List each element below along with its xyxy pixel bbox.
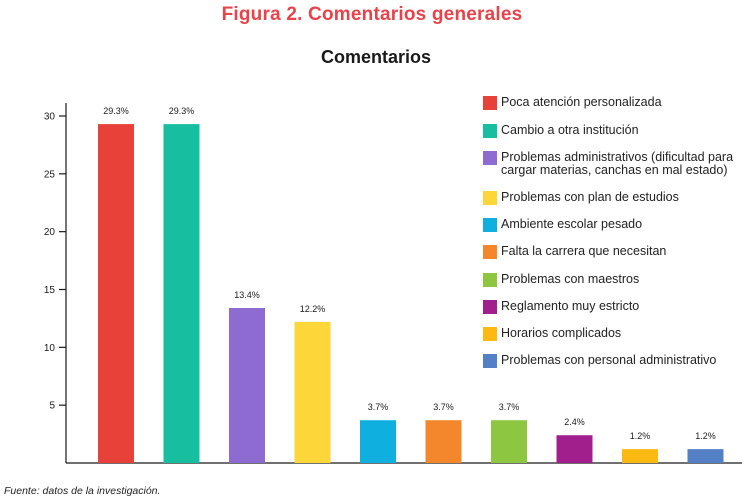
legend-swatch (483, 124, 497, 138)
bar-6 (425, 420, 462, 463)
legend-item: Ambiente escolar pesado (483, 218, 741, 232)
legend-item: Problemas con personal administrativo (483, 354, 741, 368)
data-labels: 29.3% 29.3% 13.4% 12.2% 3.7% 3.7% 3.7% 2.4% 1.2%… (103, 106, 716, 441)
data-label-8: 2.4% (564, 417, 585, 427)
data-label-7: 3.7% (499, 402, 520, 412)
source-note: Fuente: datos de la investigación. (4, 485, 161, 497)
legend-swatch (483, 218, 497, 232)
bar-2 (163, 124, 200, 463)
bar-10 (687, 449, 724, 463)
y-tick-label: 5 (49, 401, 55, 412)
y-tick-label: 25 (44, 169, 56, 180)
legend-swatch (483, 300, 497, 314)
legend-label: Falta la carrera que necesitan (501, 244, 667, 258)
bar-4 (294, 321, 331, 463)
data-label-9: 1.2% (630, 431, 651, 441)
legend-item: Problemas administrativos (dificultad pa… (483, 151, 741, 177)
legend-item: Problemas con maestros (483, 273, 741, 287)
y-tick-label: 20 (44, 227, 56, 238)
legend-label: Horarios complicados (501, 326, 622, 340)
legend-label: Problemas con personal administrativo (501, 353, 717, 367)
legend-label: Cambio a otra institución (501, 123, 639, 137)
legend-item: Cambio a otra institución (483, 124, 741, 138)
chart-title: Comentarios (320, 47, 432, 67)
bar-5 (360, 420, 396, 463)
bar-1 (98, 124, 134, 463)
y-tick-label: 10 (44, 343, 56, 354)
legend-swatch (483, 354, 497, 368)
legend-item: Reglamento muy estricto (483, 300, 741, 314)
data-label-3: 13.4% (234, 290, 260, 300)
legend-label: Ambiente escolar pesado (501, 217, 643, 231)
figure-title: Figura 2. Comentarios generales (221, 4, 523, 25)
data-label-1: 29.3% (103, 106, 129, 116)
bars (98, 124, 724, 463)
legend-swatch (483, 96, 497, 110)
legend-label: Problemas administrativos (dificultad pa… (501, 150, 734, 177)
legend-swatch (483, 151, 497, 165)
legend-label: Reglamento muy estricto (501, 299, 640, 313)
legend-swatch (483, 191, 497, 205)
legend-label: Poca atención personalizada (501, 95, 662, 109)
data-label-2: 29.3% (169, 106, 195, 116)
bar-7 (491, 420, 527, 463)
legend-label: Problemas con plan de estudios (501, 190, 679, 204)
legend-item: Horarios complicados (483, 327, 741, 341)
bar-3 (229, 308, 265, 463)
legend-item: Falta la carrera que necesitan (483, 245, 741, 259)
legend-swatch (483, 273, 497, 287)
y-tick-label: 30 (44, 112, 56, 123)
bar-9 (622, 449, 658, 463)
legend-swatch (483, 327, 497, 341)
legend-label: Problemas con maestros (501, 272, 640, 286)
data-label-5: 3.7% (368, 402, 389, 412)
y-tick-label: 15 (44, 285, 56, 296)
data-label-10: 1.2% (695, 431, 716, 441)
bar-8 (556, 435, 593, 463)
data-label-4: 12.2% (300, 304, 326, 314)
data-label-6: 3.7% (433, 402, 454, 412)
legend-item: Poca atención personalizada (483, 96, 741, 110)
y-ticks: 5 10 15 20 25 30 (44, 112, 66, 412)
legend-item: Problemas con plan de estudios (483, 191, 741, 205)
legend-swatch (483, 245, 497, 259)
